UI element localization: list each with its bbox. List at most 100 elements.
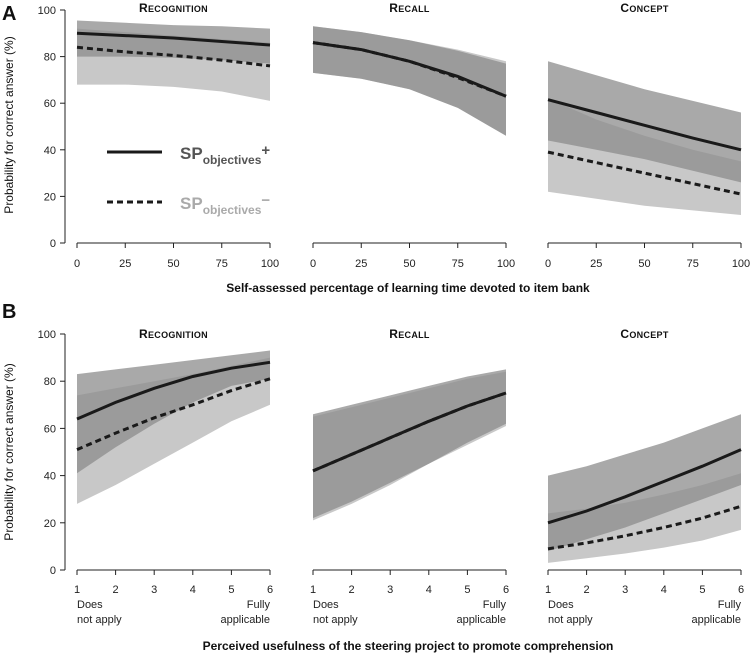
- panel-b-x-end-labels: Does not apply Fully applicable Does not…: [77, 599, 741, 626]
- x-tick-label: 5: [464, 584, 470, 596]
- x-tick-label: 2: [349, 584, 355, 596]
- x-tick-label: 0: [74, 258, 80, 270]
- x-tick-label: 3: [622, 584, 628, 596]
- x-tick-label: 0: [310, 258, 316, 270]
- panel-a-ylabel: Probability for correct answer (%): [2, 36, 16, 213]
- y-tick-label: 40: [44, 471, 56, 483]
- line-plus: [547, 98, 742, 152]
- x-tick-label: 4: [190, 584, 196, 596]
- ci-band-plus: [77, 20, 270, 64]
- x-tick-label: 0: [545, 258, 551, 270]
- subplot-title: RECOGNITION: [139, 1, 208, 15]
- b-concept-high-2: applicable: [691, 614, 741, 626]
- line-plus: [312, 391, 507, 473]
- ci-band-plus: [313, 26, 506, 136]
- subplot-title: RECALL: [389, 1, 430, 15]
- x-tick-label: 25: [119, 258, 131, 270]
- line-minus: [547, 504, 742, 551]
- panel-letter-a: A: [2, 3, 16, 25]
- x-tick-label: 25: [355, 258, 367, 270]
- x-tick-label: 5: [699, 584, 705, 596]
- legend: SPobjectives+ SPobjectives−: [107, 142, 270, 217]
- ci-band-plus: [548, 414, 741, 552]
- x-tick-label: 3: [151, 584, 157, 596]
- y-tick-label: 80: [44, 52, 56, 64]
- legend-plus-sup: +: [261, 142, 270, 159]
- line-plus: [76, 31, 271, 47]
- panel-b-ylabel: Probability for correct answer (%): [2, 363, 16, 540]
- y-tick-label: 80: [44, 376, 56, 388]
- ci-band-plus: [548, 61, 741, 183]
- x-tick-label: 75: [687, 258, 699, 270]
- subplot-a-recall: RECALL 0 25 50 75 100: [310, 1, 515, 270]
- y-tick-label: 100: [38, 5, 56, 17]
- panel-a-xlabel: Self-assessed percentage of learning tim…: [226, 281, 590, 295]
- line-minus: [76, 377, 271, 451]
- b-rec-low-1: Does: [77, 599, 103, 611]
- subplot-title: RECOGNITION: [139, 327, 208, 341]
- b-concept-high-1: Fully: [718, 599, 742, 611]
- subplot-title: RECALL: [389, 327, 430, 341]
- legend-plus-sub: objectives: [203, 153, 262, 167]
- b-concept-low-1: Does: [548, 599, 574, 611]
- y-tick-label: 0: [50, 238, 56, 250]
- panel-b-xlabel: Perceived usefulness of the steering pro…: [203, 639, 614, 653]
- x-tick-label: 2: [584, 584, 590, 596]
- subplot-b-recall: RECALL 1 2 3 4 5 6: [310, 327, 509, 596]
- x-tick-label: 1: [310, 584, 316, 596]
- y-tick-label: 0: [50, 565, 56, 577]
- b-recall-low-1: Does: [313, 599, 339, 611]
- x-tick-label: 50: [638, 258, 650, 270]
- x-tick-label: 50: [167, 258, 179, 270]
- y-tick-label: 20: [44, 518, 56, 530]
- panel-letter-b: B: [2, 301, 16, 323]
- subplot-title: CONCEPT: [620, 1, 668, 15]
- x-tick-label: 100: [261, 258, 279, 270]
- x-tick-label: 100: [497, 258, 515, 270]
- legend-minus-label: SPobjectives−: [180, 192, 270, 217]
- x-tick-label: 25: [590, 258, 602, 270]
- x-tick-label: 4: [661, 584, 667, 596]
- legend-minus-sup: −: [261, 192, 270, 209]
- x-tick-label: 6: [267, 584, 273, 596]
- line-plus: [547, 448, 742, 525]
- x-tick-label: 3: [387, 584, 393, 596]
- x-tick-label: 1: [74, 584, 80, 596]
- x-tick-label: 50: [403, 258, 415, 270]
- subplot-a-concept: CONCEPT 0 25 50 75 100: [545, 1, 750, 270]
- x-tick-label: 5: [228, 584, 234, 596]
- legend-minus-sp: SP: [180, 194, 203, 213]
- x-tick-label: 1: [545, 584, 551, 596]
- line-minus: [547, 150, 742, 196]
- y-tick-label: 20: [44, 191, 56, 203]
- y-tick-label: 100: [38, 329, 56, 341]
- b-recall-low-2: not apply: [313, 614, 358, 626]
- x-tick-label: 2: [113, 584, 119, 596]
- y-tick-label: 40: [44, 145, 56, 157]
- x-tick-label: 100: [732, 258, 750, 270]
- b-rec-high-1: Fully: [247, 599, 271, 611]
- x-tick-label: 75: [216, 258, 228, 270]
- b-recall-high-1: Fully: [483, 599, 507, 611]
- subplot-a-recognition: RECOGNITION 0 25 50 75 100 0 20 40 60 80 100: [38, 1, 280, 270]
- legend-plus-label: SPobjectives+: [180, 142, 270, 167]
- y-tick-label: 60: [44, 423, 56, 435]
- b-concept-low-2: not apply: [548, 614, 593, 626]
- b-recall-high-2: applicable: [456, 614, 506, 626]
- line-plus: [76, 360, 271, 421]
- x-tick-label: 6: [503, 584, 509, 596]
- y-tick-label: 60: [44, 98, 56, 110]
- b-rec-high-2: applicable: [220, 614, 270, 626]
- legend-minus-sub: objectives: [203, 203, 262, 217]
- line-minus: [76, 45, 271, 68]
- subplot-b-concept: CONCEPT 1 2 3 4 5 6: [545, 327, 744, 596]
- ci-band-plus: [313, 369, 506, 519]
- b-rec-low-2: not apply: [77, 614, 122, 626]
- subplot-title: CONCEPT: [620, 327, 668, 341]
- legend-plus-sp: SP: [180, 144, 203, 163]
- x-tick-label: 6: [738, 584, 744, 596]
- x-tick-label: 4: [426, 584, 432, 596]
